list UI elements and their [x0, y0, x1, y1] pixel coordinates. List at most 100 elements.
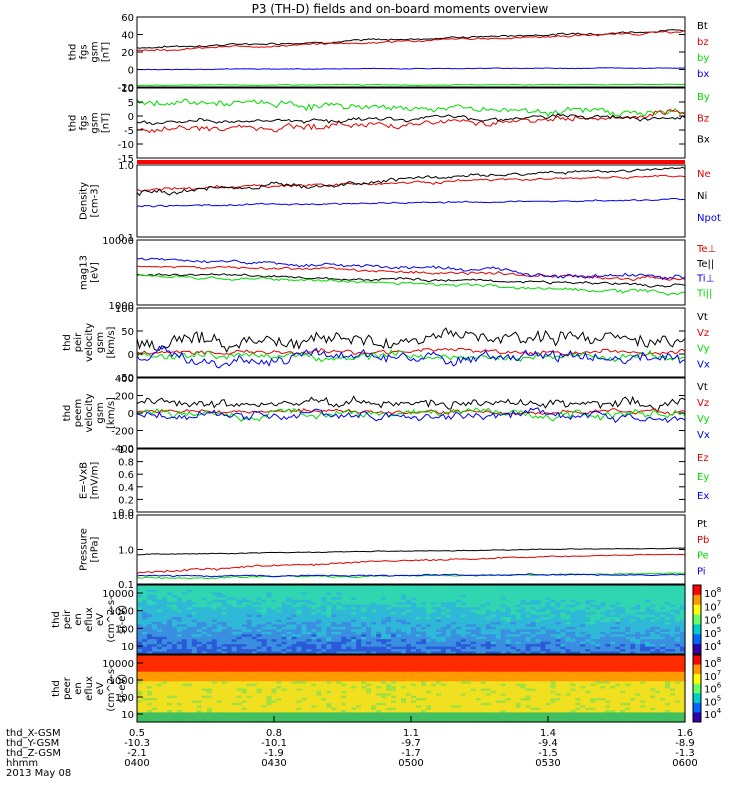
spec-cell: [401, 626, 407, 630]
spec-cell: [520, 681, 527, 685]
spec-cell: [590, 681, 596, 685]
spec-cell: [640, 604, 646, 608]
spec-cell: [137, 651, 143, 655]
spec-cell: [201, 609, 208, 613]
spec-cell: [301, 597, 307, 601]
spec-cell: [570, 597, 576, 601]
spec-cell: [620, 597, 626, 601]
spec-cell: [226, 681, 233, 685]
spec-cell: [161, 678, 168, 682]
spec-cell: [470, 629, 477, 633]
spec-cell: [550, 678, 557, 682]
spec-cell: [415, 649, 422, 653]
spec-cell: [331, 681, 337, 685]
spec-cell: [680, 659, 686, 663]
spec-cell: [176, 678, 183, 682]
spec-cell: [460, 664, 467, 668]
spec-cell: [251, 619, 258, 623]
spec-cell: [311, 619, 317, 623]
spec-cell: [580, 594, 586, 598]
spec-cell: [535, 634, 542, 638]
spec-cell: [151, 621, 158, 626]
spec-cell: [226, 671, 233, 675]
spec-cell: [430, 607, 437, 611]
spec-cell: [201, 612, 208, 616]
spec-cell: [630, 626, 636, 630]
spec-cell: [600, 664, 606, 668]
spec-cell: [326, 683, 332, 687]
spec-cell: [620, 619, 626, 623]
spec-cell: [645, 671, 651, 675]
spec-cell: [515, 678, 522, 682]
spec-cell: [595, 614, 601, 618]
spec-cell: [505, 678, 512, 682]
spec-cell: [286, 621, 293, 626]
spec-cell: [510, 662, 517, 666]
spec-cell: [645, 678, 651, 682]
spec-cell: [485, 678, 492, 682]
spec-cell: [605, 659, 611, 663]
spec-cell: [680, 614, 686, 618]
spec-cell: [475, 609, 482, 613]
spec-cell: [346, 602, 352, 606]
spec-cell: [246, 592, 253, 596]
spec-cell: [620, 681, 626, 685]
spec-cell: [391, 659, 397, 663]
spec-cell: [246, 641, 253, 645]
spec-cell: [186, 649, 193, 653]
spec-cell: [665, 644, 671, 648]
spec-cell: [401, 597, 407, 601]
spec-cell: [475, 592, 482, 596]
spec-cell: [605, 597, 611, 601]
spec-cell: [191, 644, 198, 648]
spec-cell: [585, 609, 591, 613]
spec-cell: [675, 636, 681, 640]
spec-cell: [495, 676, 502, 680]
spec-cell: [530, 688, 537, 692]
spec-cell: [530, 666, 537, 670]
spec-cell: [575, 604, 581, 608]
spec-cell: [301, 669, 307, 673]
spec-cell: [570, 671, 576, 675]
spec-cell: [241, 589, 248, 593]
spec-cell: [236, 634, 243, 638]
spec-cell: [226, 599, 233, 603]
spec-cell: [500, 629, 507, 633]
spec-cell: [605, 681, 611, 685]
spec-cell: [440, 659, 447, 663]
spec-cell: [376, 649, 382, 653]
spec-cell: [231, 655, 238, 658]
spec-cell: [640, 662, 646, 666]
spec-cell: [351, 621, 357, 626]
ytick-label: 1000: [109, 607, 134, 618]
spec-cell: [191, 671, 198, 675]
ylabel-line: fgs: [79, 44, 90, 59]
spec-cell: [286, 614, 293, 618]
spec-cell: [236, 624, 243, 628]
ylabel-line: [nPa]: [90, 536, 101, 562]
spec-cell: [460, 669, 467, 673]
spec-cell: [540, 655, 547, 658]
spec-cell: [206, 629, 213, 633]
spec-cell: [186, 662, 193, 666]
spec-cell: [570, 683, 576, 687]
spec-cell: [505, 585, 512, 589]
spec-cell: [216, 688, 223, 692]
spec-cell: [475, 617, 482, 621]
spec-cell: [396, 614, 402, 618]
spec-cell: [356, 641, 362, 645]
spec-cell: [321, 651, 327, 655]
spec-cell: [206, 589, 213, 593]
spec-cell: [650, 607, 656, 611]
spec-cell: [156, 604, 163, 608]
spec-cell: [246, 659, 253, 663]
spec-cell: [226, 621, 233, 626]
spec-cell: [376, 604, 382, 608]
spec-cell: [261, 678, 268, 682]
spec-cell: [271, 649, 278, 653]
spec-cell: [151, 589, 158, 593]
spec-cell: [665, 649, 671, 653]
spec-cell: [311, 657, 317, 661]
spec-cell: [645, 619, 651, 623]
spec-cell: [226, 609, 233, 613]
